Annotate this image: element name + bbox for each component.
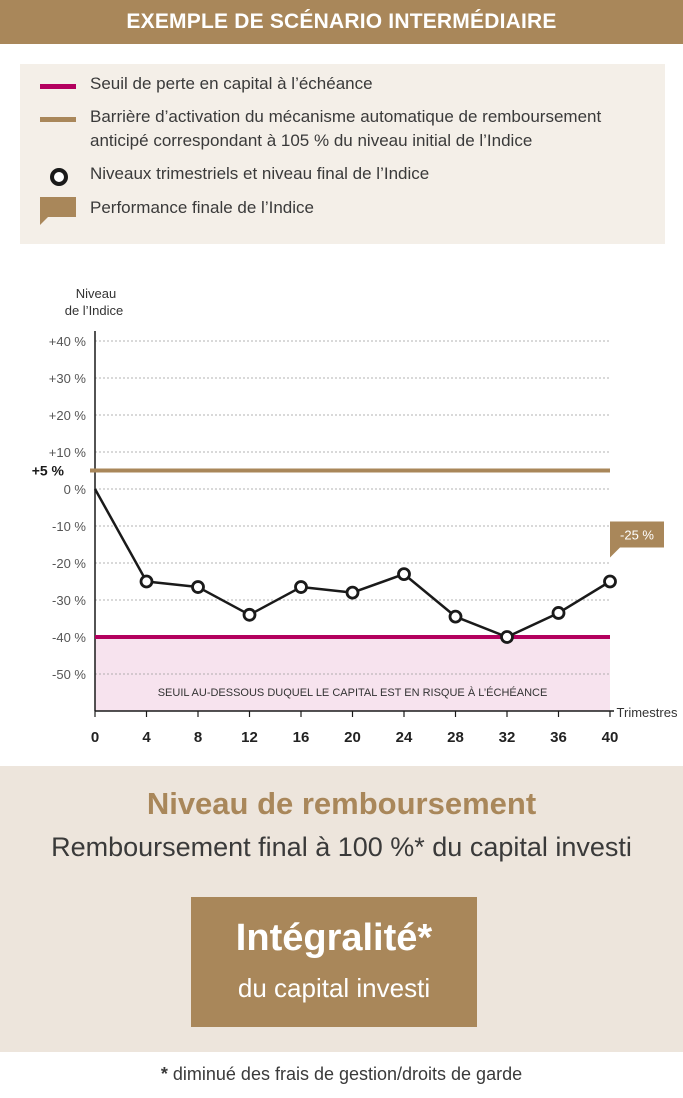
page-title: EXEMPLE DE SCÉNARIO INTERMÉDIAIRE <box>0 0 683 44</box>
data-point <box>345 585 360 600</box>
footnote-star: * <box>160 1064 168 1084</box>
chart-svg: +40 % +30 % +20 % +10 % 0 % -10 % -20 % -30 % -4… <box>32 286 678 746</box>
x-tick-label: 8 <box>194 729 202 746</box>
y-tick-label: -30 % <box>52 593 86 608</box>
data-point <box>448 609 463 624</box>
legend-label-performance: Performance finale de l’Indice <box>90 198 314 217</box>
y-tick-label: +20 % <box>49 408 87 423</box>
footnote-text: diminué des frais de gestion/droits de g… <box>167 1064 523 1084</box>
legend-circle-icon <box>50 168 68 186</box>
result-panel: Niveau de remboursement Remboursement fi… <box>0 766 683 1052</box>
final-performance-callout <box>610 521 664 548</box>
x-tick-label: 40 <box>602 729 619 746</box>
data-point <box>191 580 205 594</box>
data-point <box>242 607 257 622</box>
legend: Seuil de perte en capital à l’échéance B… <box>20 64 665 244</box>
data-point <box>294 580 308 594</box>
x-tick-label: 24 <box>396 729 413 746</box>
chart: +40 % +30 % +20 % +10 % 0 % -10 % -20 % -30 % -4… <box>0 250 683 760</box>
legend-label-levels: Niveaux trimestriels et niveau final de … <box>90 164 430 183</box>
result-box-sub: du capital investi <box>237 973 431 1003</box>
y-axis-label-line1: Niveau <box>76 286 116 301</box>
legend-threshold-line <box>40 84 76 89</box>
result-subtitle: Remboursement final à 100 %* du capital … <box>51 832 632 862</box>
result-box-main: Intégralité* <box>235 917 433 959</box>
x-axis-label: Trimestres <box>617 705 678 720</box>
y-tick-label: +10 % <box>49 445 87 460</box>
result-box: Intégralité* du capital investi <box>191 897 477 1027</box>
result-title: Niveau de remboursement <box>146 786 537 821</box>
legend-callout-icon <box>40 197 76 225</box>
data-point <box>139 574 154 589</box>
x-tick-label: 20 <box>344 729 361 746</box>
x-tick-label: 36 <box>550 729 567 746</box>
y-axis-label-line2: de l’Indice <box>65 303 124 318</box>
x-tick-label: 16 <box>293 729 310 746</box>
data-point <box>551 606 566 620</box>
data-point <box>603 574 617 589</box>
x-tick-label: 32 <box>499 729 516 746</box>
y-tick-label: -10 % <box>52 519 86 534</box>
risk-zone-label: SEUIL AU-DESSOUS DUQUEL LE CAPITAL EST E… <box>158 686 548 699</box>
legend-barrier-line <box>40 117 76 122</box>
y-tick-label: 0 % <box>64 482 87 497</box>
y-tick-label: +40 % <box>49 334 87 349</box>
y-tick-label: -20 % <box>52 556 86 571</box>
x-tick-label: 4 <box>142 729 151 746</box>
legend-label-threshold: Seuil de perte en capital à l’échéance <box>90 74 373 93</box>
data-point <box>500 630 514 644</box>
legend-label-barrier: Barrière d’activation du mécanisme autom… <box>90 107 602 150</box>
y-tick-label: -40 % <box>52 630 86 645</box>
x-tick-label: 0 <box>91 729 99 746</box>
final-performance-pointer <box>610 547 620 558</box>
y-tick-label: +30 % <box>49 371 87 386</box>
y-tick-label: -50 % <box>52 667 86 682</box>
x-tick-label: 28 <box>447 729 464 746</box>
final-performance-label: -25 % <box>620 528 654 543</box>
footnote: * diminué des frais de gestion/droits de… <box>0 1064 683 1085</box>
x-tick-label: 12 <box>241 729 258 746</box>
data-point <box>397 567 411 582</box>
barrier-label: +5 % <box>32 463 65 479</box>
